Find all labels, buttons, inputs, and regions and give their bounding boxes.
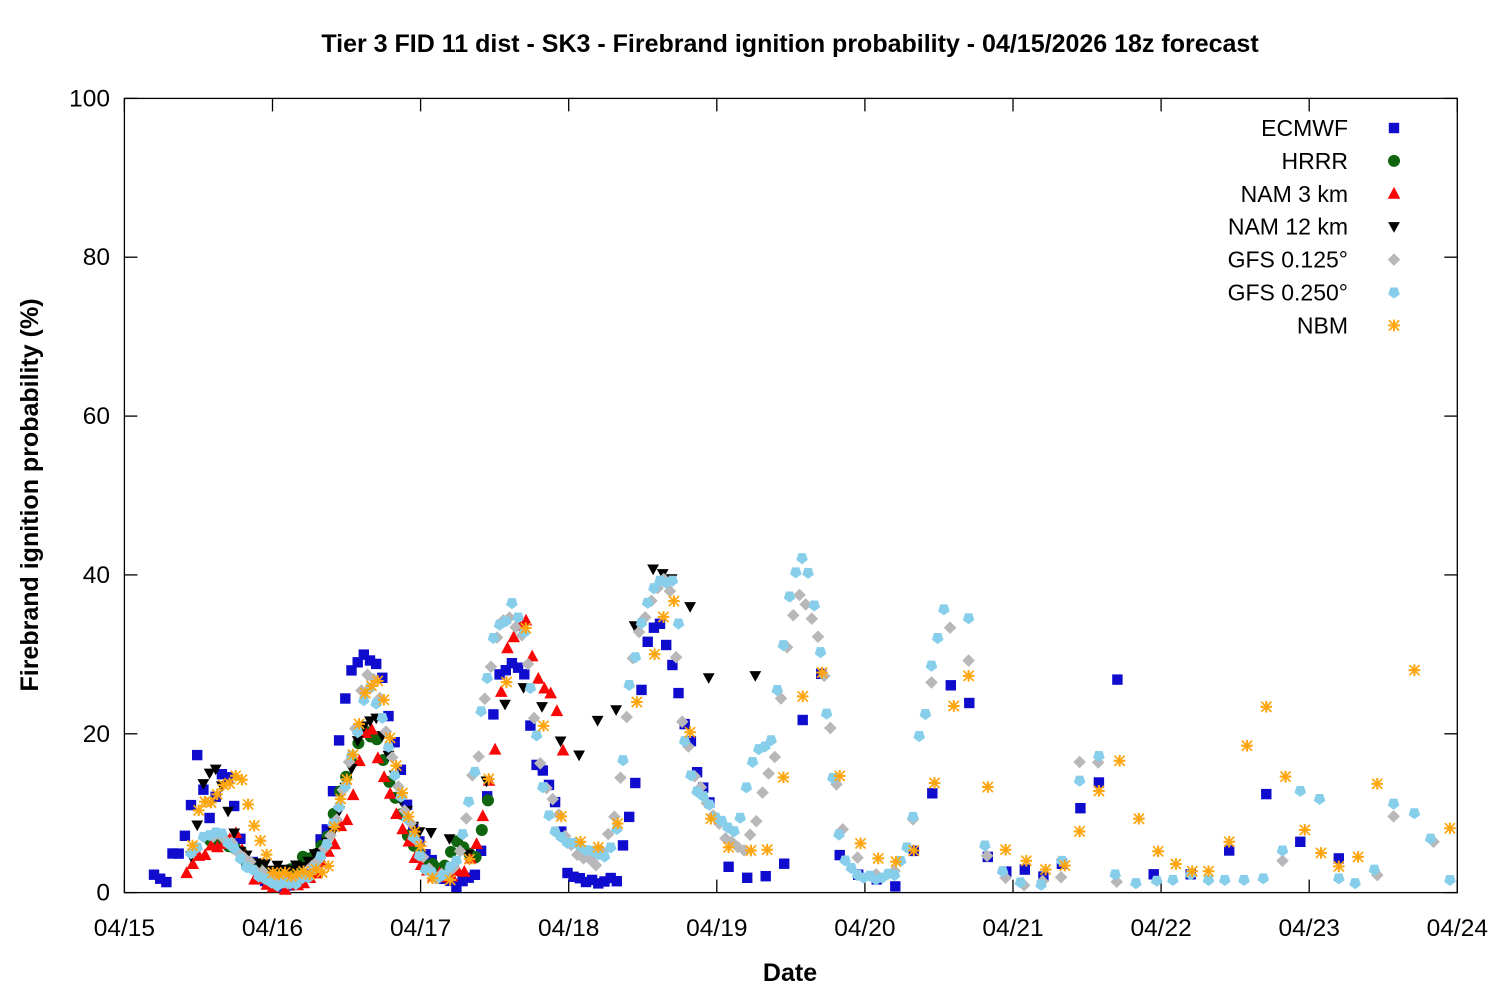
svg-text:04/23: 04/23 <box>1279 915 1340 942</box>
svg-text:04/24: 04/24 <box>1427 915 1488 942</box>
svg-text:60: 60 <box>83 403 110 430</box>
svg-text:NAM 3 km: NAM 3 km <box>1241 181 1348 207</box>
svg-text:Tier 3 FID 11 dist - SK3 - Fir: Tier 3 FID 11 dist - SK3 - Firebrand ign… <box>321 30 1259 58</box>
svg-text:20: 20 <box>83 721 110 748</box>
svg-text:80: 80 <box>83 244 110 271</box>
svg-text:NAM 12 km: NAM 12 km <box>1228 214 1348 240</box>
svg-text:04/17: 04/17 <box>390 915 451 942</box>
svg-text:NBM: NBM <box>1297 312 1348 338</box>
svg-text:GFS 0.125°: GFS 0.125° <box>1228 247 1348 273</box>
svg-text:04/15: 04/15 <box>94 915 155 942</box>
svg-text:04/21: 04/21 <box>982 915 1043 942</box>
svg-text:04/18: 04/18 <box>538 915 599 942</box>
svg-text:40: 40 <box>83 562 110 589</box>
svg-text:Date: Date <box>763 959 817 987</box>
svg-text:GFS 0.250°: GFS 0.250° <box>1228 280 1348 306</box>
svg-text:04/19: 04/19 <box>686 915 747 942</box>
svg-text:100: 100 <box>69 85 110 112</box>
svg-text:04/22: 04/22 <box>1130 915 1191 942</box>
svg-text:0: 0 <box>96 880 110 907</box>
svg-text:04/20: 04/20 <box>834 915 895 942</box>
svg-text:04/16: 04/16 <box>242 915 303 942</box>
svg-text:Firebrand ignition probability: Firebrand ignition probability (%) <box>16 298 44 691</box>
svg-text:ECMWF: ECMWF <box>1261 115 1348 141</box>
svg-text:HRRR: HRRR <box>1282 148 1348 174</box>
